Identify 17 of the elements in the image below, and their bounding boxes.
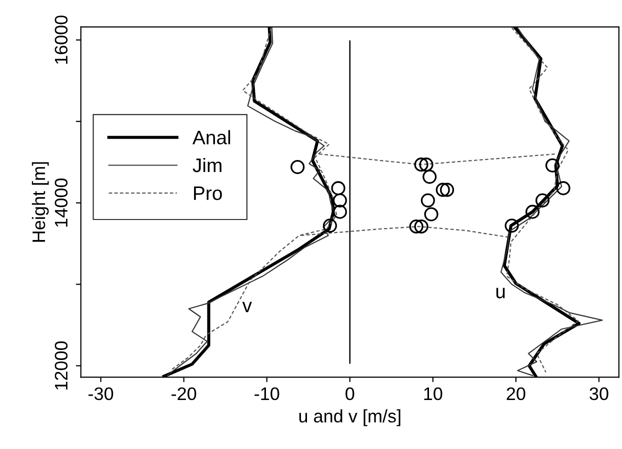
legend-label: Pro <box>194 186 222 200</box>
x-tick-label: -30 <box>88 387 114 400</box>
y-tick-label: 14000 <box>54 178 68 227</box>
x-tick-label: 10 <box>424 387 442 400</box>
y-tick-label: 12000 <box>54 341 68 390</box>
x-axis-title: u and v [m/s] <box>299 409 400 426</box>
x-tick-label: 0 <box>346 387 354 400</box>
x-tick-label: 20 <box>506 387 526 400</box>
annotation: v <box>242 302 252 312</box>
y-axis-title: Height [m] <box>32 162 49 242</box>
x-tick-label: 30 <box>590 387 608 400</box>
legend-label: Jim <box>192 158 222 172</box>
annotation: u <box>496 288 505 298</box>
x-tick-label: -10 <box>254 387 280 400</box>
legend-label: Anal <box>192 130 230 144</box>
x-tick-label: -20 <box>172 387 196 400</box>
y-tick-label: 16000 <box>54 16 68 64</box>
